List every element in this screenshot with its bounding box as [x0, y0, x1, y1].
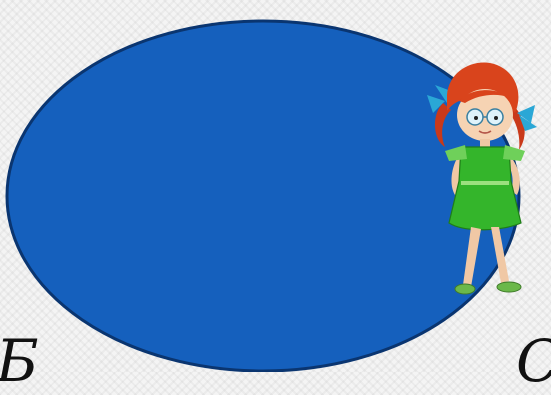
right-bow-icon	[517, 105, 537, 131]
right-sleeve	[503, 145, 525, 161]
left-bow-icon	[427, 85, 451, 113]
slide-canvas: Б С	[0, 19, 551, 390]
face	[457, 89, 513, 141]
girl-clipart-icon	[427, 62, 537, 295]
left-shoe	[454, 283, 476, 295]
left-sleeve	[445, 145, 467, 161]
blue-oval-shape	[5, 19, 521, 372]
right-shoe	[496, 281, 522, 293]
smile	[478, 130, 492, 134]
oval-fill	[5, 19, 521, 372]
partial-text-right: С	[516, 332, 551, 390]
bangs	[459, 90, 513, 103]
partial-text-left: Б	[0, 327, 39, 395]
right-leg	[491, 227, 509, 283]
left-leg	[463, 227, 481, 287]
left-pigtail	[434, 103, 451, 147]
green-dress	[448, 146, 522, 231]
